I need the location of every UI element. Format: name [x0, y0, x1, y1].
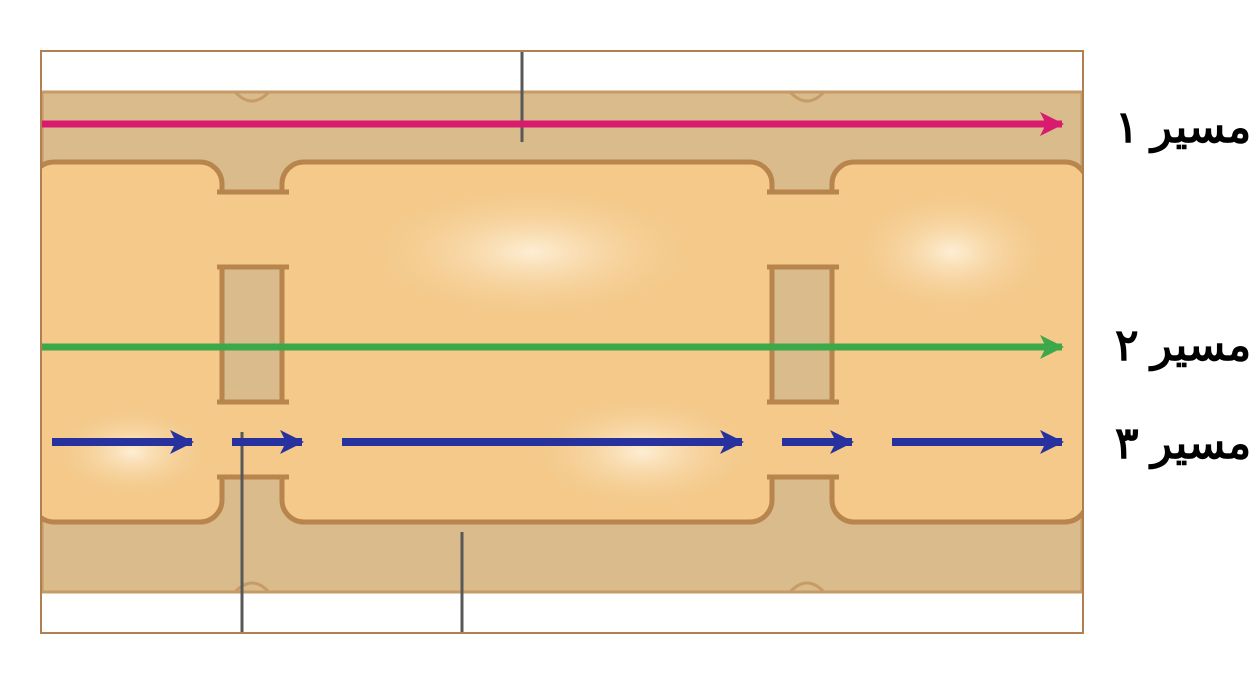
diagram-container: مسیر ۱ مسیر ۲ مسیر ۳ [20, 20, 1257, 675]
path-2-label: مسیر ۲ [1115, 320, 1251, 371]
path-3-label: مسیر ۳ [1115, 418, 1251, 469]
cell-diagram [40, 50, 1084, 634]
diagram-svg [42, 52, 1082, 632]
path-1-label: مسیر ۱ [1115, 102, 1251, 153]
